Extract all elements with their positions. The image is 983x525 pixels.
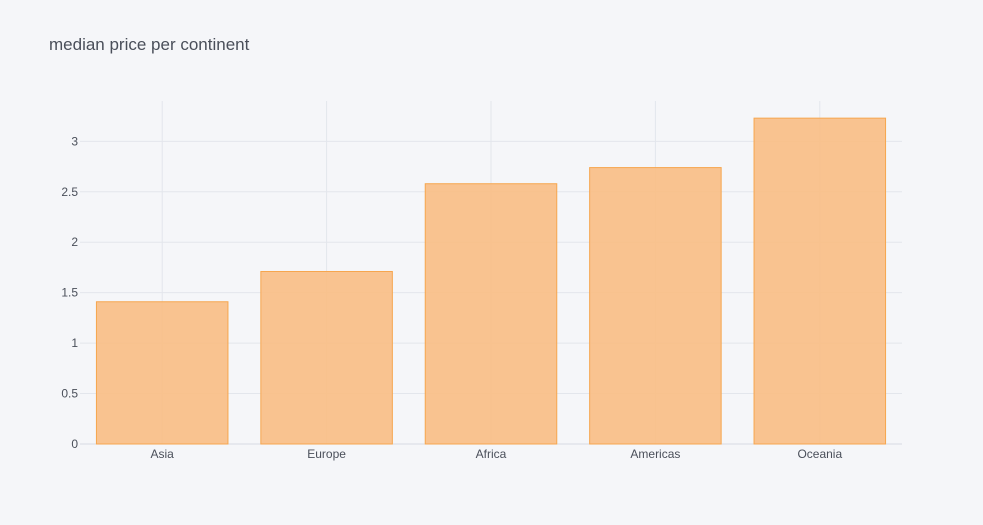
y-tick-label: 2.5 (61, 185, 78, 199)
bar-asia (95, 301, 229, 445)
y-tick-label: 1.5 (61, 286, 78, 300)
x-tick-label: Asia (151, 447, 175, 461)
chart-title: median price per continent (49, 35, 250, 54)
y-tick-label: 3 (71, 134, 78, 148)
x-tick-label: Europe (307, 447, 346, 461)
bar-africa (424, 183, 558, 445)
bar-europe (260, 270, 393, 445)
x-tick-label: Americas (630, 447, 680, 461)
bar-oceania (753, 117, 887, 445)
y-tick-label: 0 (71, 437, 78, 451)
x-tick-label: Oceania (797, 447, 842, 461)
y-tick-label: 1 (71, 336, 78, 350)
bars (95, 117, 887, 445)
x-axis-ticks: Asia Europe Africa Americas Oceania (151, 447, 843, 461)
y-tick-label: 0.5 (61, 387, 78, 401)
y-axis-ticks: 0 0.5 1 1.5 2 2.5 3 (61, 134, 78, 451)
x-tick-label: Africa (476, 447, 507, 461)
bar-americas (589, 167, 722, 445)
y-tick-label: 2 (71, 235, 78, 249)
